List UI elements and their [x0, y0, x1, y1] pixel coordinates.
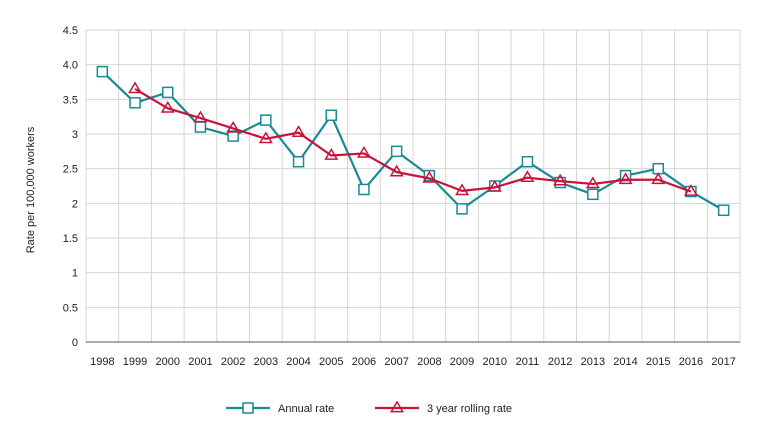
y-tick-label-3: 1.5 [63, 233, 78, 245]
x-tick-label-2011: 2011 [516, 356, 540, 368]
x-tick-label-2005: 2005 [319, 356, 343, 368]
y-tick-label-5: 2.5 [63, 164, 78, 176]
x-tick-label-2017: 2017 [711, 356, 735, 368]
data-point-3-year-rolling-rate-2003 [258, 131, 273, 144]
data-point-annual-rate-2008 [423, 169, 436, 182]
legend-label-3-year-rolling-rate: 3 year rolling rate [427, 403, 512, 415]
x-tick-label-2015: 2015 [646, 356, 670, 368]
y-tick-label-0: 0 [72, 337, 78, 349]
data-point-annual-rate-2013 [587, 188, 599, 201]
grid-layer [85, 29, 741, 343]
data-point-annual-rate-2002 [227, 130, 239, 142]
x-tick-label-2014: 2014 [613, 356, 637, 368]
data-point-3-year-rolling-rate-2009 [455, 183, 470, 196]
x-tick-label-1998: 1998 [90, 356, 114, 368]
data-point-3-year-rolling-rate-2011 [520, 170, 535, 183]
data-point-3-year-rolling-rate-2006 [356, 145, 371, 158]
x-tick-label-2016: 2016 [679, 356, 703, 368]
data-point-3-year-rolling-rate-2007 [389, 164, 404, 177]
data-point-annual-rate-1999 [129, 97, 141, 109]
data-point-annual-rate-2007 [390, 145, 403, 158]
series-annual-rate [96, 65, 730, 217]
data-point-annual-rate-2017 [717, 204, 730, 217]
x-tick-label-2007: 2007 [384, 356, 408, 368]
data-point-3-year-rolling-rate-2000 [160, 100, 175, 113]
x-tick-label-2012: 2012 [548, 356, 572, 368]
y-axis-title: Rate per 100,000 workers [25, 126, 37, 253]
legend-marker-annual-rate [242, 402, 254, 414]
data-point-annual-rate-2009 [456, 203, 468, 215]
x-tick-label-2003: 2003 [254, 356, 278, 368]
data-point-annual-rate-2015 [652, 162, 664, 175]
data-point-annual-rate-2000 [162, 86, 174, 99]
series-line-3-year-rolling-rate [134, 87, 692, 193]
legend-marker-3-year-rolling-rate [389, 400, 405, 413]
data-point-3-year-rolling-rate-2012 [553, 173, 568, 186]
y-tick-label-4: 2 [72, 198, 78, 210]
legend-item-3-year-rolling-rate: 3 year rolling rate [375, 400, 512, 415]
x-tick-label-2008: 2008 [417, 356, 441, 368]
x-tick-label-2009: 2009 [450, 356, 474, 368]
x-tick-label-2002: 2002 [221, 356, 245, 368]
data-point-annual-rate-2003 [260, 114, 272, 126]
data-point-3-year-rolling-rate-2005 [324, 148, 339, 160]
axis-layer: 0 0.5 1 1.5 2 2.5 3 3.5 4.0 4.5 1998 1999 2000 2001 20… [63, 25, 740, 368]
x-tick-label-2013: 2013 [581, 356, 605, 368]
data-point-3-year-rolling-rate-2016 [683, 184, 698, 196]
data-point-annual-rate-2011 [521, 155, 534, 168]
y-tick-label-2: 1 [72, 268, 78, 280]
data-point-3-year-rolling-rate-2010 [487, 179, 502, 192]
x-tick-label-2006: 2006 [352, 356, 376, 368]
legend-label-annual-rate: Annual rate [278, 403, 334, 415]
x-tick-label-2004: 2004 [286, 356, 310, 368]
data-point-annual-rate-1998 [96, 65, 109, 78]
legend: Annual rate 3 year rolling rate [226, 400, 512, 415]
x-tick-label-2001: 2001 [188, 356, 212, 368]
y-tick-label-9: 4.5 [63, 25, 78, 37]
series-3-year-rolling-rate [128, 81, 698, 196]
series-layer [96, 65, 730, 217]
y-tick-label-6: 3 [72, 129, 78, 141]
legend-item-annual-rate: Annual rate [226, 402, 334, 415]
y-tick-label-8: 4.0 [63, 60, 78, 72]
data-point-3-year-rolling-rate-2008 [422, 170, 437, 183]
data-point-3-year-rolling-rate-2004 [291, 125, 306, 137]
data-point-3-year-rolling-rate-2014 [618, 172, 633, 185]
data-point-annual-rate-2006 [358, 183, 370, 196]
data-point-3-year-rolling-rate-1999 [128, 81, 143, 94]
x-tick-label-2010: 2010 [483, 356, 507, 368]
data-point-annual-rate-2005 [325, 109, 337, 122]
data-point-3-year-rolling-rate-2002 [226, 120, 241, 133]
data-point-annual-rate-2001 [194, 121, 207, 133]
data-point-annual-rate-2004 [292, 155, 305, 168]
data-point-3-year-rolling-rate-2001 [193, 110, 208, 123]
data-point-3-year-rolling-rate-2015 [651, 172, 666, 185]
data-point-3-year-rolling-rate-2013 [585, 176, 600, 189]
y-tick-label-7: 3.5 [63, 94, 78, 106]
x-tick-label-2000: 2000 [156, 356, 180, 368]
y-tick-label-1: 0.5 [63, 302, 78, 314]
x-tick-label-1999: 1999 [123, 356, 147, 368]
